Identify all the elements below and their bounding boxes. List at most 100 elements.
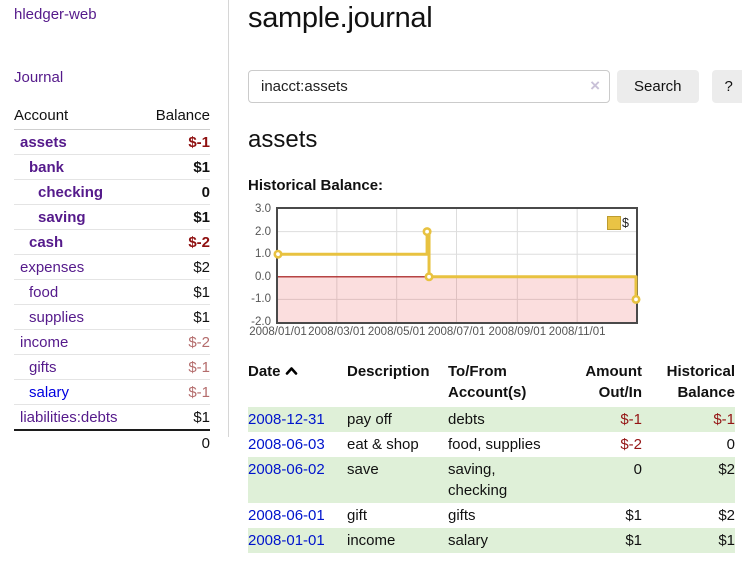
chart-title: Historical Balance:: [248, 177, 384, 194]
transaction-amount: $1: [625, 507, 642, 524]
legend-swatch-icon: [607, 216, 622, 230]
account-heading: assets: [248, 126, 318, 153]
transaction-date-link[interactable]: 2008-12-31: [248, 411, 325, 428]
account-balance: $1: [193, 309, 210, 326]
account-row: liabilities:debts $1: [14, 404, 210, 431]
account-link[interactable]: cash: [29, 234, 64, 251]
transaction-balance: $2: [718, 461, 735, 478]
account-row: assets $-1: [14, 130, 210, 155]
account-row: gifts $-1: [14, 354, 210, 380]
app-title-link[interactable]: hledger-web: [14, 6, 97, 23]
chart-y-axis: 3.0 2.0 1.0 0.0 -1.0 -2.0: [244, 203, 276, 328]
account-link[interactable]: saving: [38, 209, 86, 226]
historical-balance-chart: 3.0 2.0 1.0 0.0 -1.0 -2.0 $ 2008/01/01 2008/03…: [244, 203, 742, 341]
transaction-date-link[interactable]: 2008-06-02: [248, 461, 325, 478]
chart-legend: $: [607, 216, 629, 230]
chart-series-svg: [273, 209, 641, 322]
transaction-date-link[interactable]: 2008-06-01: [248, 507, 325, 524]
sidebar-item-journal[interactable]: Journal: [14, 69, 64, 86]
account-balance: $-1: [188, 359, 210, 376]
register-row: 2008-12-31 pay off debts $-1 $-1: [248, 407, 735, 432]
account-link[interactable]: salary: [29, 384, 70, 401]
transaction-accounts: salary: [448, 532, 489, 549]
register-row: 2008-06-02 save saving, checking 0 $2: [248, 457, 735, 503]
account-link[interactable]: expenses: [20, 259, 85, 276]
clear-search-icon[interactable]: ×: [590, 76, 600, 95]
register-header-accounts: To/From Account(s): [448, 363, 527, 401]
y-tick-label: 0.0: [255, 270, 271, 283]
y-tick-label: 3.0: [255, 203, 271, 215]
account-link[interactable]: supplies: [29, 309, 85, 326]
transaction-amount: $1: [625, 532, 642, 549]
transaction-amount: $-2: [620, 436, 642, 453]
account-link[interactable]: liabilities:debts: [20, 409, 118, 426]
search-box: ×: [248, 70, 610, 103]
transaction-description: pay off: [347, 411, 392, 428]
register-header-amount: Amount Out/In: [585, 363, 642, 401]
account-row: salary $-1: [14, 379, 210, 405]
account-link[interactable]: income: [20, 334, 69, 351]
account-row: cash $-2: [14, 229, 210, 255]
page-title: sample.journal: [248, 2, 433, 34]
transaction-accounts: food, supplies: [448, 436, 541, 453]
account-row: food $1: [14, 279, 210, 305]
accounts-total-value: 0: [14, 429, 210, 456]
account-link[interactable]: bank: [29, 159, 65, 176]
transaction-amount: 0: [633, 461, 642, 478]
account-balance: $1: [193, 284, 210, 301]
y-tick-label: 2.0: [255, 225, 271, 238]
account-link[interactable]: checking: [38, 184, 104, 201]
transaction-description: gift: [347, 507, 368, 524]
accounts-balance-table: Account Balance assets $-1 bank $1 checking 0…: [14, 105, 210, 456]
x-tick-label: 2008/07/01: [427, 326, 486, 338]
account-balance: $-1: [188, 134, 210, 151]
transaction-date-link[interactable]: 2008-01-01: [248, 532, 325, 549]
x-tick-label: 2008/01/01: [249, 326, 307, 338]
hledger-web-page: hledger-web Journal Account Balance asse…: [14, 0, 742, 553]
sort-ascending-icon: [285, 361, 298, 382]
x-tick-label: 2008/03/01: [308, 326, 366, 338]
search-button[interactable]: Search: [617, 70, 699, 103]
register-header-date[interactable]: Date: [248, 360, 347, 407]
account-balance: $1: [193, 209, 210, 226]
y-tick-label: 1.0: [255, 248, 271, 261]
x-tick-label: 2008/09/01: [488, 326, 547, 338]
search-input[interactable]: [248, 70, 610, 103]
legend-label: $: [622, 216, 629, 230]
transaction-description: income: [347, 532, 396, 549]
transaction-balance: $-1: [713, 411, 735, 428]
x-tick-label: 2008/05/01: [367, 326, 426, 338]
account-row: expenses $2: [14, 254, 210, 280]
account-row: bank $1: [14, 154, 210, 180]
account-balance: $1: [193, 409, 210, 426]
transaction-accounts: saving, checking: [448, 461, 508, 499]
account-balance: $2: [193, 259, 210, 276]
main-content: sample.journal × Search ? assets Histori…: [229, 0, 742, 553]
transaction-balance: 0: [726, 436, 735, 453]
account-balance: $-2: [188, 234, 210, 251]
transaction-date-link[interactable]: 2008-06-03: [248, 436, 325, 453]
register-row: 2008-01-01 income salary $1 $1: [248, 528, 735, 553]
transaction-amount: $-1: [620, 411, 642, 428]
chart-x-axis: 2008/01/01 2008/03/01 2008/05/01 2008/07/01…: [249, 326, 742, 341]
transaction-balance: $2: [718, 507, 735, 524]
transaction-accounts: gifts: [448, 507, 476, 524]
y-tick-label: -1.0: [251, 293, 271, 306]
transaction-balance: $1: [718, 532, 735, 549]
account-link[interactable]: gifts: [29, 359, 57, 376]
register-header-description: Description: [347, 363, 430, 380]
register-header-balance: Historical Balance: [666, 363, 735, 401]
account-row: income $-2: [14, 329, 210, 355]
account-balance: $-2: [188, 334, 210, 351]
accounts-header-balance: Balance: [155, 107, 210, 124]
chart-plot-area[interactable]: $: [273, 207, 641, 324]
register-table: Date Description To/From Account(s) Amou…: [248, 360, 735, 553]
account-link[interactable]: food: [29, 284, 59, 301]
register-row: 2008-06-03 eat & shop food, supplies $-2 0: [248, 432, 735, 457]
transaction-description: save: [347, 461, 379, 478]
help-button[interactable]: ?: [711, 70, 742, 103]
y-tick-label: -2.0: [251, 316, 271, 328]
transaction-description: eat & shop: [347, 436, 419, 453]
account-link[interactable]: assets: [20, 134, 67, 151]
account-row: supplies $1: [14, 304, 210, 330]
